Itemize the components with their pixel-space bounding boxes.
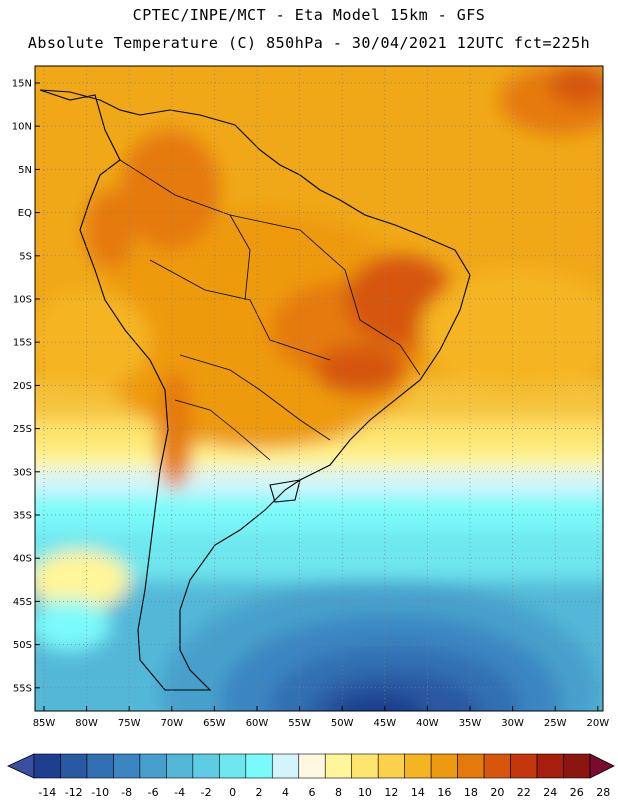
colorbar-swatch	[430, 753, 458, 779]
lon-label: 50W	[331, 718, 354, 729]
colorbar-label: -8	[121, 786, 132, 799]
longitude-labels: 85W 80W 75W 70W 65W 60W 55W 50W 45W 40W 35W 30W 25W 2…	[33, 706, 609, 729]
map-frame	[34, 65, 604, 712]
lon-label: 85W	[33, 718, 56, 729]
lat-label: 5N	[18, 165, 32, 176]
country-borders	[119, 159, 421, 461]
colorbar-swatch	[483, 753, 511, 779]
colorbar-swatch	[404, 753, 432, 779]
lat-label: 10S	[13, 295, 32, 306]
colorbar-swatch	[33, 753, 61, 779]
colorbar-label: -10	[91, 786, 109, 799]
lon-label: 25W	[544, 718, 567, 729]
lon-label: 80W	[75, 718, 98, 729]
colorbar-swatch	[324, 753, 353, 779]
colorbar-swatch	[457, 753, 485, 779]
colorbar-labels: -14 -12 -10 -8 -6 -4 -2 0 2 4 6 8 10 12 14 16 18 20 22 24 26…	[38, 786, 610, 799]
colorbar-swatch	[86, 753, 114, 779]
colorbar-over-arrow	[589, 753, 615, 779]
lon-label: 30W	[501, 718, 524, 729]
chart-subtitle: Absolute Temperature (C) 850hPa - 30/04/…	[27, 34, 591, 52]
lat-label: 20S	[13, 381, 32, 392]
lat-label: 30S	[13, 467, 32, 478]
colorbar-swatch	[192, 753, 220, 779]
lon-label: 55W	[288, 718, 311, 729]
colorbar-label: 22	[517, 786, 531, 799]
colorbar-label: -6	[148, 786, 159, 799]
lon-label: 45W	[373, 718, 396, 729]
colorbar-swatch	[139, 753, 167, 779]
colorbar-label: 6	[309, 786, 316, 799]
lon-label: 70W	[160, 718, 183, 729]
lon-label: 65W	[203, 718, 226, 729]
lat-label: 35S	[13, 511, 32, 522]
lat-label: 50S	[13, 640, 32, 651]
colorbar-swatch	[510, 753, 538, 779]
lat-label: 40S	[13, 554, 32, 565]
lat-label: EQ	[18, 208, 32, 219]
lon-label: 20W	[586, 718, 609, 729]
colorbar-label: 4	[282, 786, 289, 799]
coastline	[39, 89, 471, 691]
colorbar-swatch	[563, 753, 591, 779]
lat-label: 15S	[13, 338, 32, 349]
colorbar-label: 16	[437, 786, 451, 799]
lon-label: 35W	[459, 718, 482, 729]
colorbar-label: 8	[335, 786, 342, 799]
colorbar-label: -14	[38, 786, 56, 799]
colorbar-swatch	[298, 753, 326, 779]
colorbar-label: 28	[596, 786, 610, 799]
colorbar-label: 0	[229, 786, 236, 799]
lon-label: 40W	[416, 718, 439, 729]
lat-label: 45S	[13, 597, 32, 608]
temperature-field	[35, 66, 603, 711]
colorbar-swatch	[245, 753, 273, 779]
lon-label: 75W	[118, 718, 141, 729]
lat-label: 10N	[12, 122, 32, 133]
chart-title: CPTEC/INPE/MCT - Eta Model 15km - GFS	[132, 6, 486, 24]
colorbar-label: -12	[65, 786, 83, 799]
colorbar-label: 26	[570, 786, 584, 799]
lon-label: 60W	[246, 718, 269, 729]
colorbar-label: 10	[358, 786, 372, 799]
colorbar-swatch	[536, 753, 564, 779]
colorbar-under-arrow	[7, 753, 35, 779]
colorbar-label: 12	[384, 786, 398, 799]
colorbar-swatch	[377, 753, 405, 779]
lat-label: 25S	[13, 424, 32, 435]
latitude-labels: 15N 10N 5N EQ 5S 10S 15S 20S 25S 30S 35S 40S 45S 50S 5…	[12, 79, 40, 694]
lat-label: 55S	[13, 683, 32, 694]
colorbar-swatch	[351, 753, 379, 779]
colorbar-label: 14	[411, 786, 425, 799]
colorbar-label: 18	[464, 786, 478, 799]
grid-lines	[35, 66, 603, 711]
colorbar-swatch	[219, 753, 247, 779]
colorbar-swatch	[60, 753, 88, 779]
colorbar-label: 2	[256, 786, 263, 799]
colorbar-label: -4	[174, 786, 185, 799]
colorbar-swatch	[271, 753, 300, 779]
colorbar-label: 24	[543, 786, 557, 799]
colorbar-swatch	[113, 753, 141, 779]
colorbar-label: 20	[490, 786, 504, 799]
colorbar	[7, 753, 615, 779]
lat-label: 15N	[12, 79, 32, 90]
colorbar-label: -2	[201, 786, 212, 799]
colorbar-swatch	[166, 753, 194, 779]
lat-label: 5S	[19, 251, 32, 262]
